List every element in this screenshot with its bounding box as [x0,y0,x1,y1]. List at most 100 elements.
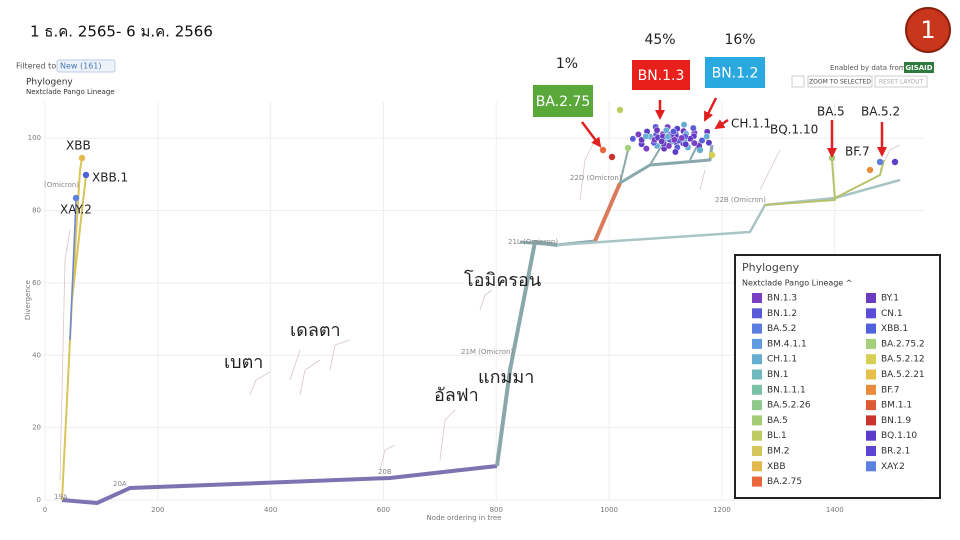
clade-label: 20A [113,480,127,488]
callout-box [632,60,690,90]
zoom-button[interactable] [807,75,873,88]
tip [642,132,650,140]
legend-label[interactable]: CN.1 [881,309,903,319]
legend-label[interactable]: BA.2.75 [767,477,802,487]
legend-label[interactable]: BN.1 [767,370,789,380]
legend-swatch[interactable] [752,461,762,472]
legend-swatch[interactable] [752,293,762,303]
y-tick-label: 0 [37,496,41,504]
legend-label[interactable]: BN.1.9 [881,416,911,426]
legend-swatch[interactable] [752,369,762,380]
tip [664,133,672,141]
y-axis-title: Divergence [24,280,32,320]
callout-box [705,57,765,88]
slide-badge [905,7,951,53]
legend-label[interactable]: BN.1.1.1 [767,385,806,395]
legend-swatch[interactable] [752,446,762,456]
legend-swatch[interactable] [866,461,876,472]
legend-swatch[interactable] [752,338,762,349]
clade-label: 20B [378,468,392,476]
legend-label[interactable]: XBB.1 [881,324,908,334]
color-by[interactable]: Nextclade Pango Lineage [26,88,115,96]
legend-label[interactable]: XBB [767,462,786,472]
legend-label[interactable]: BM.4.1.1 [767,339,807,349]
callout-percent: 45% [644,32,675,48]
x-tick-label: 600 [377,506,390,514]
legend-label[interactable]: BQ.1.10 [881,431,917,441]
legend-label[interactable]: BM.2 [767,447,790,457]
x-axis-title: Node ordering in tree [427,514,502,522]
legend-label[interactable]: BA.5.2.26 [767,401,811,411]
tip [599,146,607,154]
legend-label[interactable]: BM.1.1 [881,401,912,411]
legend-swatch[interactable] [752,323,762,334]
legend-swatch[interactable] [866,308,876,319]
legend-swatch[interactable] [752,400,762,411]
legend-swatch[interactable] [866,415,876,426]
filter-chip-text[interactable]: New (161) [60,62,102,71]
y-tick-label: 20 [32,424,41,432]
gisaid-logo[interactable] [904,62,934,73]
lineage-label: CH.1.1 [731,117,771,131]
legend-swatch[interactable] [866,338,876,349]
legend-swatch[interactable] [752,476,762,487]
legend-label[interactable]: BA.5.2.12 [881,355,925,365]
gisaid-text[interactable]: GISAID [905,64,932,72]
lineage-label: BA.5.2 [861,105,900,119]
callout-label: BN.1.2 [712,66,759,82]
tip [866,166,874,174]
legend-label[interactable]: BA.5 [767,416,788,426]
panel-title: Phylogeny [26,78,73,88]
tip [705,139,713,147]
tip [634,131,642,138]
legend-label[interactable]: BR.2.1 [881,447,910,457]
legend-swatch[interactable] [866,446,876,456]
legend-label[interactable]: CH.1.1 [767,355,797,365]
tip [876,158,884,166]
legend-swatch[interactable] [866,400,876,411]
lineage-label: BQ.1.10 [770,123,818,137]
reset-button[interactable] [874,75,928,88]
tip [653,126,661,134]
legend-swatch[interactable] [752,354,762,365]
legend-swatch[interactable] [866,323,876,334]
legend-label[interactable]: XAY.2 [881,462,905,472]
filter-chip[interactable] [56,59,116,73]
callout-percent: 1% [556,56,578,72]
tip [72,194,80,202]
legend-swatch[interactable] [866,430,876,441]
tip [78,154,86,162]
tip-cluster [72,106,899,202]
legend-label[interactable]: BA.5.2.21 [881,370,925,380]
x-tick-label: 800 [490,506,503,514]
tip [891,158,899,166]
tip [682,140,690,148]
legend-label[interactable]: BL.1 [767,431,787,441]
legend-swatch[interactable] [866,293,876,303]
legend-subtitle[interactable]: Nextclade Pango Lineage ^ [742,279,852,288]
legend-box [734,254,941,499]
tip [608,153,616,161]
legend-label[interactable]: BN.1.2 [767,309,797,319]
legend-swatch[interactable] [866,354,876,365]
attribution: Enabled by data from [830,64,906,72]
filter-label: Filtered to [16,62,56,71]
tip [642,145,650,153]
reset-button-text[interactable]: RESET LAYOUT [879,79,924,86]
legend-swatch[interactable] [866,369,876,380]
legend-swatch[interactable] [752,308,762,319]
legend-swatch[interactable] [752,430,762,441]
legend-title: Phylogeny [742,261,800,274]
legend-swatch[interactable] [752,415,762,426]
variant-label: แกมมา [478,367,534,388]
legend-label[interactable]: BF.7 [881,385,900,395]
legend-swatch[interactable] [752,384,762,395]
search-button[interactable] [791,75,805,88]
lineage-label: BF.7 [845,145,870,159]
legend-label[interactable]: BY.1 [881,294,899,304]
legend-label[interactable]: BA.5.2 [767,324,796,334]
legend-label[interactable]: BN.1.3 [767,294,797,304]
legend-label[interactable]: BA.2.75.2 [881,339,925,349]
legend-swatch[interactable] [866,384,876,395]
zoom-button-text[interactable]: ZOOM TO SELECTED [809,79,871,86]
